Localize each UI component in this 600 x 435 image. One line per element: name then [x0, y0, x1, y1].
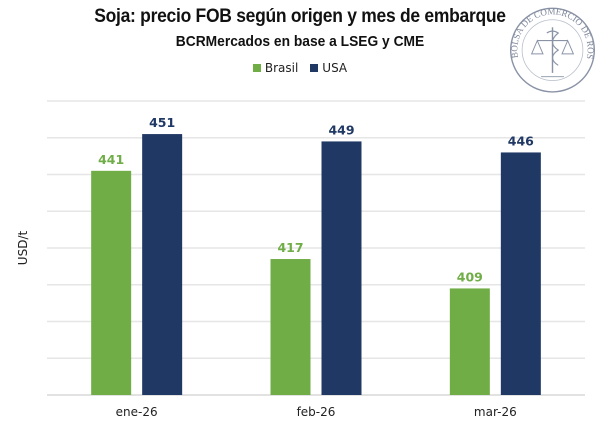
legend-item-brasil: Brasil: [252, 61, 299, 75]
bar-usa-feb-26: [321, 141, 362, 395]
bar-usa-ene-26: [142, 134, 183, 395]
bar-brasil-mar-26: [449, 288, 490, 395]
chart-title: Soja: precio FOB según origen y mes de e…: [94, 6, 506, 27]
data-label: 417: [277, 240, 303, 255]
legend: Brasil USA: [0, 61, 600, 75]
data-label: 441: [98, 152, 124, 167]
bar-brasil-ene-26: [91, 170, 132, 395]
bar-usa-mar-26: [500, 152, 541, 395]
seal-logo-icon: BOLSA DE COMERCIO DE ROSARIO: [505, 2, 596, 93]
legend-swatch-usa: [310, 64, 319, 72]
x-tick-label: feb-26: [297, 405, 336, 419]
bar-brasil-feb-26: [270, 259, 311, 395]
data-label: 409: [457, 269, 483, 284]
legend-swatch-brasil: [252, 64, 261, 72]
data-label: 446: [508, 133, 534, 148]
legend-label-usa: USA: [322, 61, 348, 75]
legend-item-usa: USA: [310, 61, 347, 75]
chart-subtitle: BCRMercados en base a LSEG y CME: [175, 33, 425, 50]
data-label: 449: [328, 122, 354, 137]
y-axis-label: USD/t: [16, 231, 30, 266]
x-tick-label: mar-26: [474, 405, 517, 419]
data-label: 451: [149, 115, 175, 130]
x-tick-label: ene-26: [116, 405, 158, 419]
legend-label-brasil: Brasil: [264, 61, 299, 75]
